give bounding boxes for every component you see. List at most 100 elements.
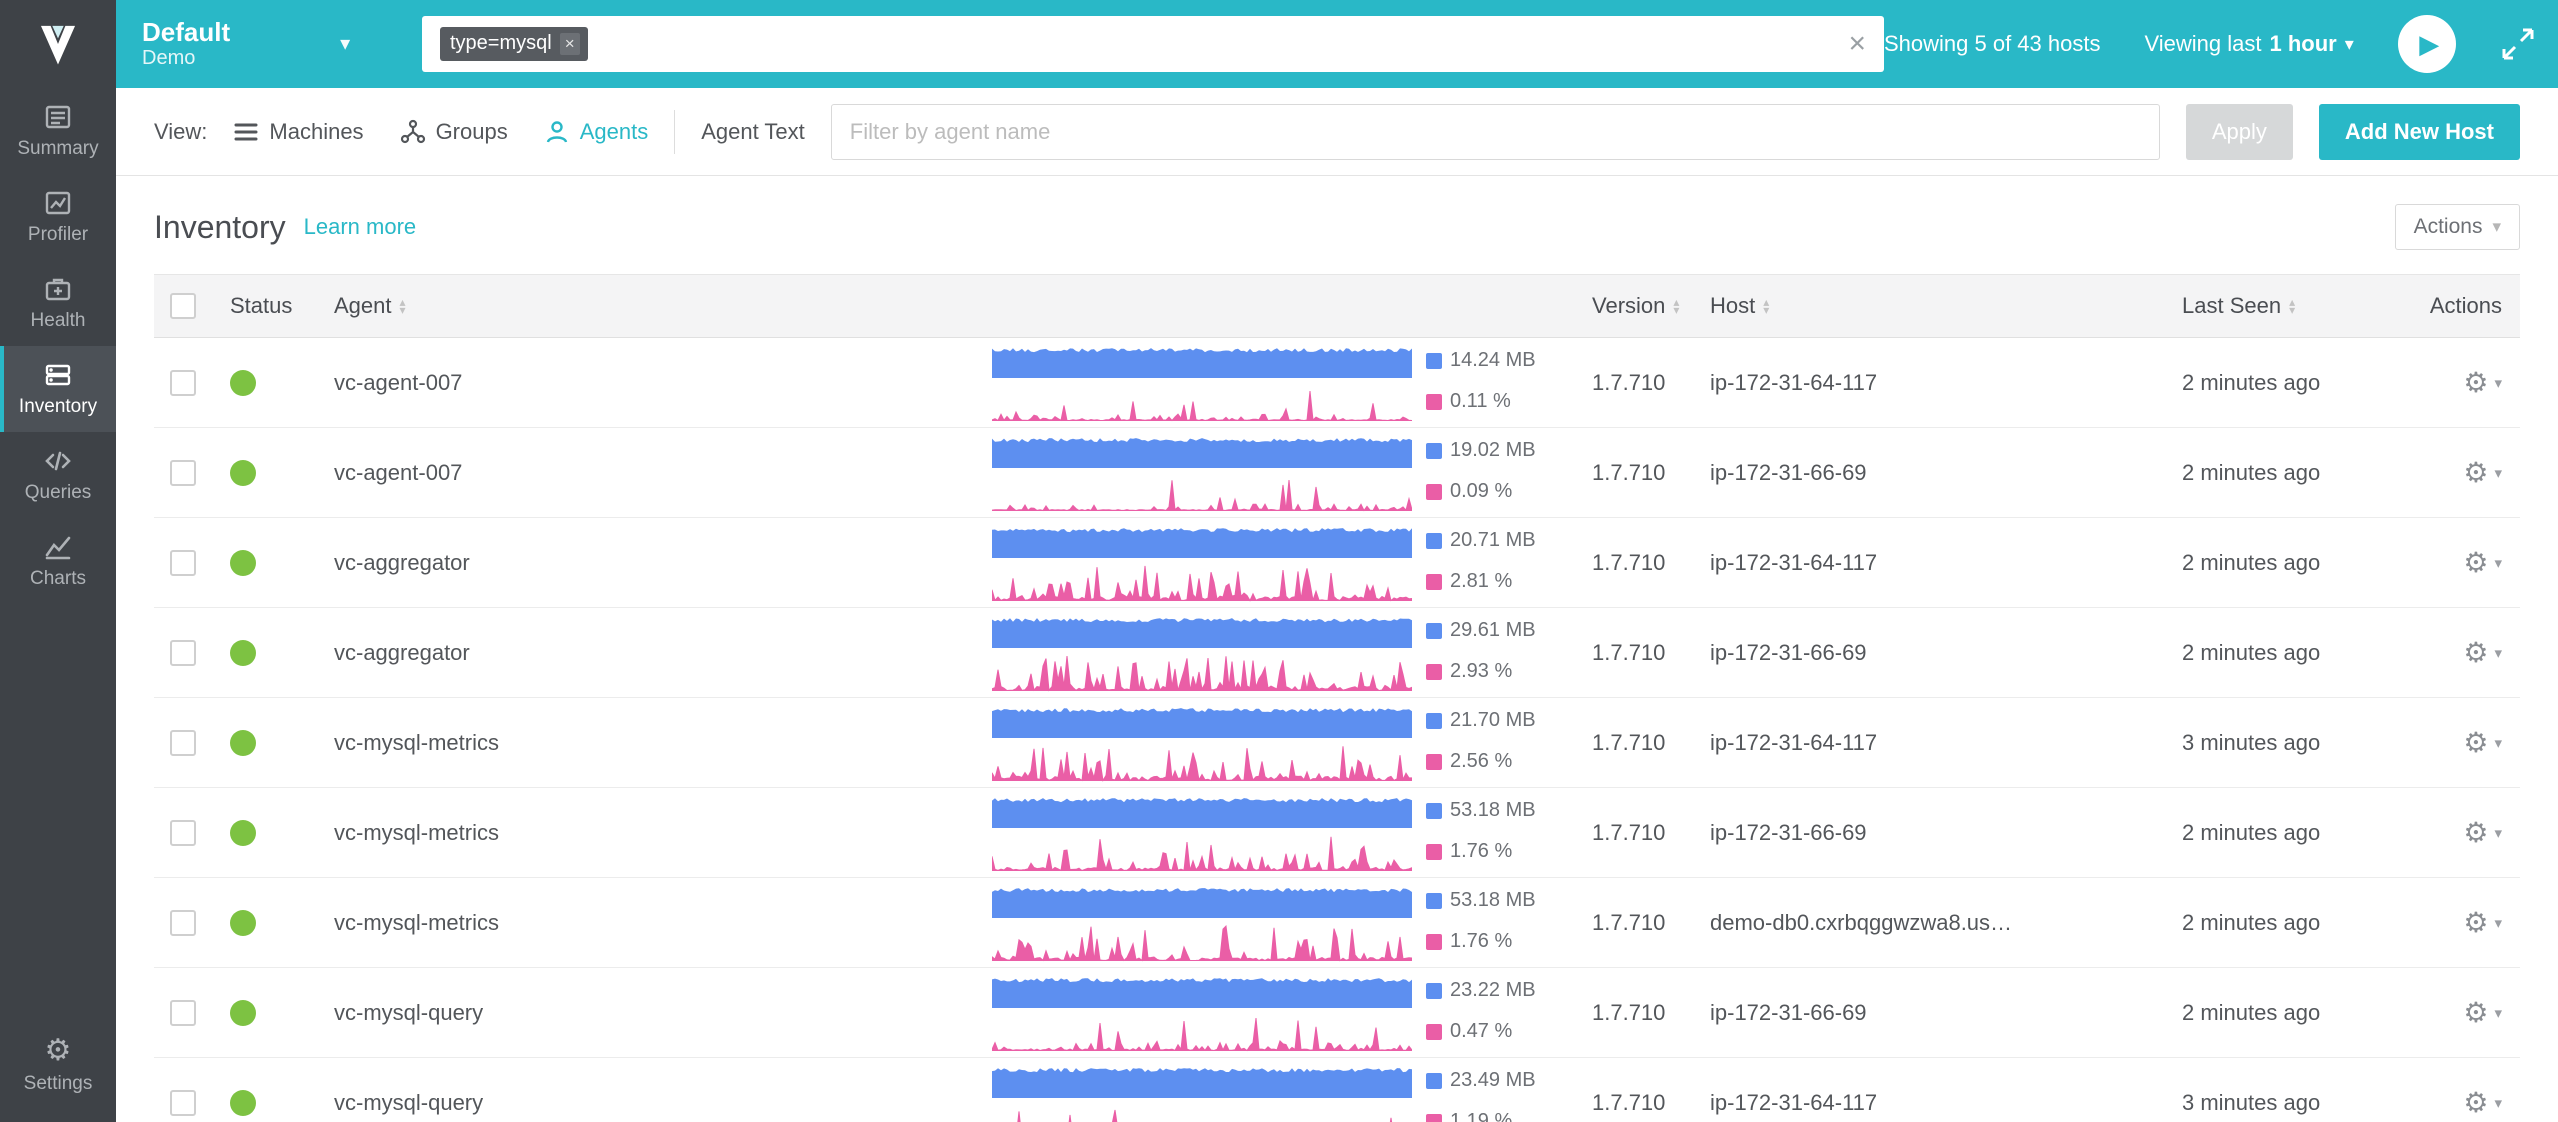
memory-value: 23.49 MB bbox=[1450, 1069, 1536, 1092]
row-actions-gear[interactable]: ⚙ ▾ bbox=[2463, 456, 2502, 489]
last-seen-cell: 3 minutes ago bbox=[2166, 1090, 2424, 1116]
host-search-input[interactable]: type=mysql × × bbox=[422, 16, 1884, 72]
main-content: View: Machines Groups bbox=[116, 88, 2558, 1122]
sidebar-item-label: Charts bbox=[30, 568, 86, 590]
gear-icon: ⚙ bbox=[2463, 906, 2488, 939]
cpu-value: 0.47 % bbox=[1450, 1020, 1512, 1043]
memory-value: 19.02 MB bbox=[1450, 439, 1536, 462]
cpu-legend-swatch bbox=[1426, 394, 1442, 410]
status-dot bbox=[230, 820, 256, 846]
header-agent[interactable]: Agent ▴▾ bbox=[318, 293, 976, 319]
add-new-host-button[interactable]: Add New Host bbox=[2319, 104, 2520, 160]
sidebar-item-label: Queries bbox=[25, 482, 92, 504]
play-button[interactable]: ▶ bbox=[2398, 15, 2456, 73]
chevron-down-icon: ▾ bbox=[2494, 824, 2502, 842]
status-dot bbox=[230, 730, 256, 756]
row-checkbox[interactable] bbox=[170, 730, 196, 756]
row-actions-gear[interactable]: ⚙ ▾ bbox=[2463, 546, 2502, 579]
learn-more-link[interactable]: Learn more bbox=[304, 214, 417, 240]
actions-dropdown-button[interactable]: Actions ▾ bbox=[2395, 204, 2520, 250]
host-cell: ip-172-31-66-69 bbox=[1694, 820, 2166, 846]
medical-bag-icon bbox=[44, 275, 72, 303]
view-option-groups[interactable]: Groups bbox=[400, 119, 508, 145]
row-checkbox[interactable] bbox=[170, 820, 196, 846]
groups-icon bbox=[400, 119, 426, 145]
view-option-agents[interactable]: Agents bbox=[544, 119, 649, 145]
agent-name[interactable]: vc-aggregator bbox=[334, 640, 470, 666]
sidebar-item-inventory[interactable]: Inventory bbox=[0, 346, 116, 432]
apply-button[interactable]: Apply bbox=[2186, 104, 2293, 160]
row-actions-gear[interactable]: ⚙ ▾ bbox=[2463, 906, 2502, 939]
row-checkbox[interactable] bbox=[170, 460, 196, 486]
row-checkbox[interactable] bbox=[170, 550, 196, 576]
last-seen-cell: 2 minutes ago bbox=[2166, 550, 2424, 576]
row-actions-gear[interactable]: ⚙ ▾ bbox=[2463, 366, 2502, 399]
row-checkbox[interactable] bbox=[170, 1000, 196, 1026]
last-seen-cell: 2 minutes ago bbox=[2166, 910, 2424, 936]
sidebar-item-summary[interactable]: Summary bbox=[0, 88, 116, 174]
row-checkbox[interactable] bbox=[170, 910, 196, 936]
agent-name[interactable]: vc-mysql-metrics bbox=[334, 820, 499, 846]
sidebar-item-health[interactable]: Health bbox=[0, 260, 116, 346]
agent-name[interactable]: vc-mysql-query bbox=[334, 1000, 483, 1026]
filter-chip[interactable]: type=mysql × bbox=[440, 27, 588, 61]
agent-name[interactable]: vc-agent-007 bbox=[334, 370, 462, 396]
view-toolbar: View: Machines Groups bbox=[116, 88, 2558, 176]
agent-filter-input[interactable] bbox=[831, 104, 2160, 160]
gear-icon: ⚙ bbox=[2463, 546, 2488, 579]
memory-sparkline bbox=[992, 434, 1412, 468]
search-clear-icon[interactable]: × bbox=[1848, 29, 1866, 59]
row-checkbox[interactable] bbox=[170, 640, 196, 666]
chevron-down-icon[interactable]: ▾ bbox=[340, 31, 350, 56]
cpu-value: 0.11 % bbox=[1450, 390, 1511, 413]
memory-sparkline bbox=[992, 524, 1412, 558]
cpu-sparkline bbox=[992, 1102, 1412, 1122]
sidebar-item-queries[interactable]: Queries bbox=[0, 432, 116, 518]
chevron-down-icon: ▾ bbox=[2494, 464, 2502, 482]
header-last-seen[interactable]: Last Seen ▴▾ bbox=[2166, 293, 2424, 319]
table-row: vc-mysql-metrics 21.70 MB 2.56 % 1.7.710… bbox=[154, 698, 2520, 788]
agent-text-label: Agent Text bbox=[701, 119, 805, 145]
sidebar-item-charts[interactable]: Charts bbox=[0, 518, 116, 604]
sort-icon[interactable]: ▴▾ bbox=[400, 298, 406, 314]
row-actions-gear[interactable]: ⚙ ▾ bbox=[2463, 1086, 2502, 1119]
sidebar-item-profiler[interactable]: Profiler bbox=[0, 174, 116, 260]
fullscreen-button[interactable] bbox=[2500, 26, 2536, 62]
memory-value: 53.18 MB bbox=[1450, 889, 1536, 912]
version-cell: 1.7.710 bbox=[1576, 550, 1694, 576]
row-actions-gear[interactable]: ⚙ ▾ bbox=[2463, 636, 2502, 669]
row-actions-gear[interactable]: ⚙ ▾ bbox=[2463, 726, 2502, 759]
select-all-checkbox[interactable] bbox=[170, 293, 196, 319]
time-range-selector[interactable]: Viewing last 1 hour ▾ bbox=[2144, 31, 2353, 57]
header-host[interactable]: Host ▴▾ bbox=[1694, 293, 2166, 319]
agent-name[interactable]: vc-agent-007 bbox=[334, 460, 462, 486]
agent-name[interactable]: vc-mysql-metrics bbox=[334, 910, 499, 936]
sort-icon[interactable]: ▴▾ bbox=[2289, 298, 2295, 314]
memory-legend-swatch bbox=[1426, 353, 1442, 369]
row-checkbox[interactable] bbox=[170, 370, 196, 396]
row-checkbox[interactable] bbox=[170, 1090, 196, 1116]
agent-name[interactable]: vc-mysql-metrics bbox=[334, 730, 499, 756]
cpu-legend-swatch bbox=[1426, 574, 1442, 590]
version-cell: 1.7.710 bbox=[1576, 1090, 1694, 1116]
header-version[interactable]: Version ▴▾ bbox=[1576, 293, 1694, 319]
environment-selector[interactable]: Default Demo ▾ bbox=[142, 18, 392, 71]
agent-name[interactable]: vc-aggregator bbox=[334, 550, 470, 576]
view-option-machines[interactable]: Machines bbox=[233, 119, 363, 145]
row-actions-gear[interactable]: ⚙ ▾ bbox=[2463, 996, 2502, 1029]
chip-close-icon[interactable]: × bbox=[560, 33, 580, 55]
status-dot bbox=[230, 460, 256, 486]
server-icon bbox=[44, 361, 72, 389]
cpu-sparkline bbox=[992, 922, 1412, 962]
sort-icon[interactable]: ▴▾ bbox=[1763, 298, 1769, 314]
status-dot bbox=[230, 640, 256, 666]
sidebar-nav: Summary Profiler Health Inventory bbox=[0, 88, 116, 1122]
sidebar-item-label: Health bbox=[31, 310, 86, 332]
chart-icon bbox=[44, 533, 72, 561]
row-actions-gear[interactable]: ⚙ ▾ bbox=[2463, 816, 2502, 849]
memory-sparkline bbox=[992, 974, 1412, 1008]
agent-name[interactable]: vc-mysql-query bbox=[334, 1090, 483, 1116]
gear-icon: ⚙ bbox=[2463, 1086, 2488, 1119]
sidebar-item-settings[interactable]: ⚙ Settings bbox=[0, 1022, 116, 1108]
sort-icon[interactable]: ▴▾ bbox=[1673, 298, 1679, 314]
